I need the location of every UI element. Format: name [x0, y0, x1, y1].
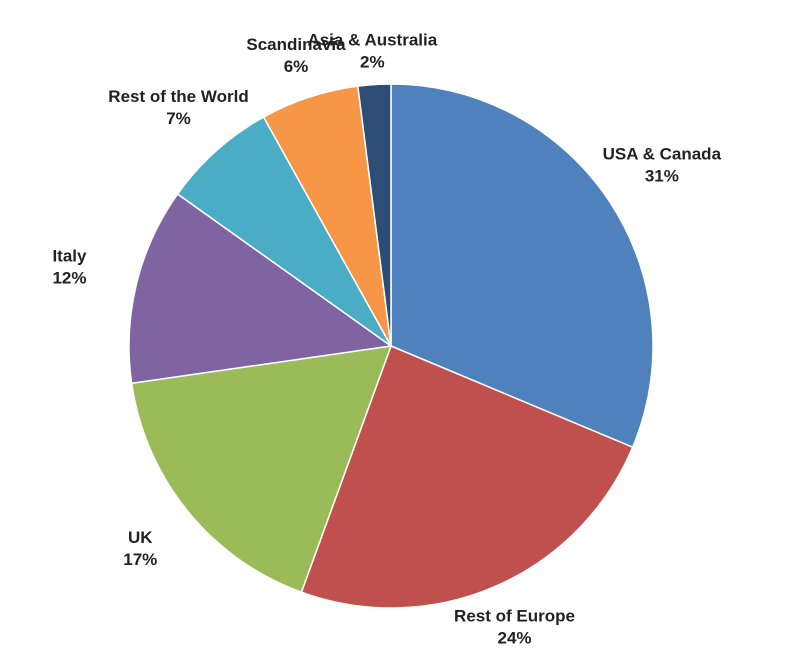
slice-label: Rest of the World [108, 87, 248, 106]
slice-label: Italy [52, 246, 87, 265]
slice-value-label: 24% [497, 629, 531, 648]
slice-value-label: 2% [360, 53, 385, 72]
slice-label: USA & Canada [603, 144, 722, 163]
pie-slice [176, 116, 392, 347]
pie-slice [128, 192, 393, 385]
slice-value-label: 7% [166, 109, 191, 128]
slice-value-label: 31% [645, 166, 679, 185]
slice-value-label: 6% [284, 57, 309, 76]
slice-label: Asia & Australia [307, 31, 437, 50]
pie-slice [390, 83, 654, 449]
pie-slice [300, 345, 634, 609]
slice-label: UK [128, 528, 153, 547]
slice-value-label: 12% [52, 268, 86, 287]
slice-value-label: 17% [123, 550, 157, 569]
slice-label: Scandinavia [246, 35, 346, 54]
pie-slice [356, 83, 392, 347]
slice-label: Rest of Europe [454, 607, 575, 626]
pie-slice [130, 345, 393, 594]
